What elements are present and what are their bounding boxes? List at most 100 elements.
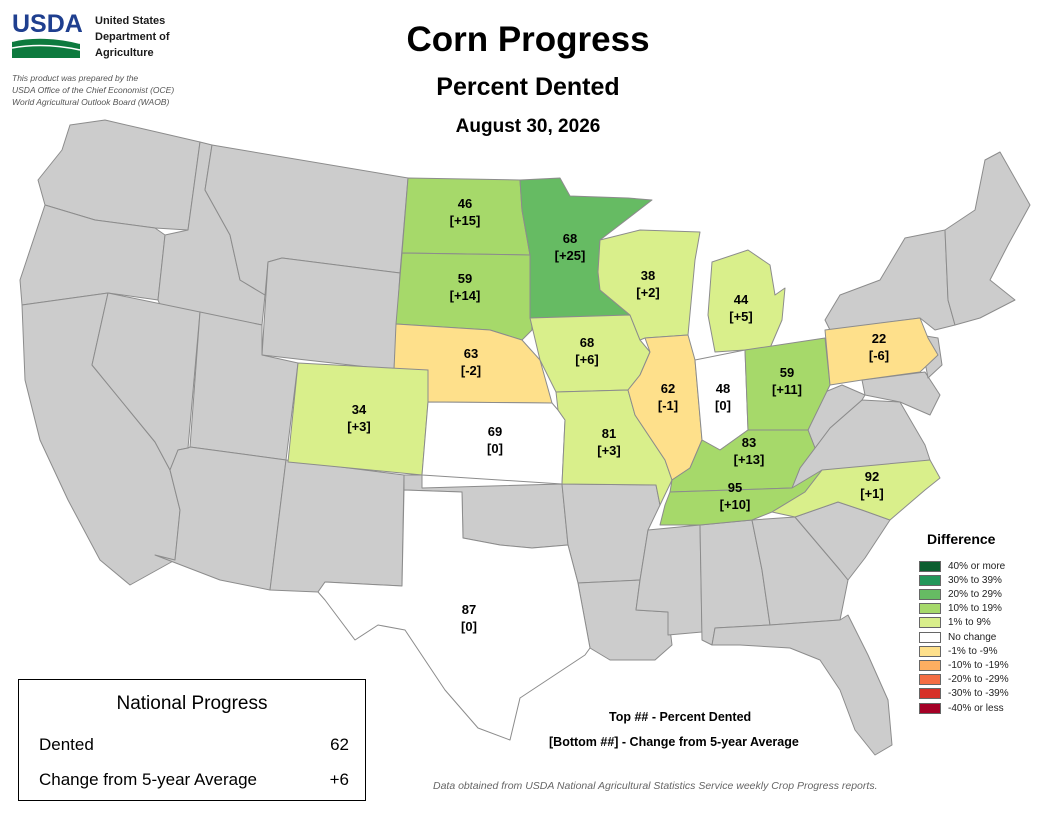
- usda-logo-text: USDA: [12, 10, 82, 38]
- legend-swatch: [919, 574, 941, 586]
- prepared-by-line-3: World Agricultural Outlook Board (WAOB): [12, 97, 170, 107]
- legend-swatch: [919, 674, 941, 686]
- state-value-sd: 59: [458, 271, 472, 286]
- state-change-sd: [+14]: [450, 288, 481, 303]
- state-change-ne: [-2]: [461, 363, 481, 378]
- legend-label: No change: [948, 631, 997, 643]
- legend-swatch: [919, 603, 941, 615]
- national-change-label: Change from 5-year Average: [39, 770, 257, 789]
- legend-swatch: [919, 631, 941, 643]
- state-change-tx: [0]: [461, 619, 477, 634]
- state-value-tn: 95: [728, 480, 742, 495]
- national-dented-value: 62: [330, 735, 349, 754]
- state-change-mn: [+25]: [555, 248, 586, 263]
- agency-line-3: Agriculture: [95, 47, 154, 59]
- legend-swatch: [919, 702, 941, 714]
- legend-item: 40% or more: [919, 559, 1005, 573]
- legend-item: -40% or less: [919, 701, 1004, 715]
- legend-item: -30% to -39%: [919, 687, 1009, 701]
- agency-name: United States Department of Agriculture: [95, 13, 170, 61]
- state-value-pa: 22: [872, 331, 886, 346]
- state-ky: [669, 429, 816, 493]
- legend-swatch: [919, 688, 941, 700]
- national-dented-label: Dented: [39, 735, 94, 754]
- key-top-text: Top ## - Percent Dented: [609, 710, 752, 724]
- usda-logo: USDA: [11, 10, 83, 60]
- prepared-by-line-2: USDA Office of the Chief Economist (OCE): [12, 85, 175, 95]
- state-fl: [711, 614, 893, 756]
- national-progress-title: National Progress: [116, 693, 268, 714]
- state-value-mn: 68: [563, 231, 577, 246]
- state-change-wi: [+2]: [636, 285, 659, 300]
- state-change-ia: [+6]: [575, 352, 598, 367]
- state-value-ky: 83: [742, 435, 756, 450]
- state-value-ia: 68: [580, 335, 594, 350]
- national-dented-row: Dented 62: [39, 735, 349, 755]
- legend-item: 30% to 39%: [919, 573, 1002, 587]
- report-date: August 30, 2026: [455, 116, 601, 137]
- state-change-mi: [+5]: [729, 309, 752, 324]
- state-value-ks: 69: [488, 424, 502, 439]
- state-value-nc: 92: [865, 469, 879, 484]
- state-wy: [261, 257, 401, 371]
- state-new-england: [944, 151, 1031, 326]
- state-change-ky: [+13]: [734, 452, 765, 467]
- legend-swatch: [919, 560, 941, 572]
- state-tx: [317, 489, 591, 741]
- state-value-in: 48: [716, 381, 730, 396]
- reporting-states: [287, 177, 941, 741]
- legend-title: Difference: [927, 531, 996, 547]
- legend-item: 1% to 9%: [919, 616, 991, 630]
- source-note: Data obtained from USDA National Agricul…: [433, 780, 878, 792]
- national-change-row: Change from 5-year Average +6: [39, 770, 349, 790]
- state-value-il: 62: [661, 381, 675, 396]
- state-md: [861, 371, 941, 416]
- state-value-mi: 44: [734, 292, 749, 307]
- legend-label: 10% to 19%: [948, 603, 1002, 615]
- state-change-in: [0]: [715, 398, 731, 413]
- prepared-by-line-1: This product was prepared by the: [12, 73, 139, 83]
- legend-item: -1% to -9%: [919, 644, 997, 658]
- legend-label: -20% to -29%: [948, 674, 1009, 686]
- national-change-value: +6: [329, 770, 349, 789]
- key-bottom-text: [Bottom ##] - Change from 5-year Average: [549, 735, 799, 749]
- state-tn: [659, 469, 823, 526]
- state-value-nd: 46: [458, 196, 472, 211]
- legend-item: -10% to -19%: [919, 658, 1009, 672]
- legend-label: 20% to 29%: [948, 588, 1002, 600]
- legend-label: -1% to -9%: [948, 645, 998, 657]
- agency-line-1: United States: [95, 15, 166, 27]
- legend-swatch: [919, 588, 941, 600]
- prepared-by-note: This product was prepared by the USDA Of…: [12, 72, 174, 108]
- legend-item: 20% to 29%: [919, 587, 1002, 601]
- state-change-tn: [+10]: [720, 497, 751, 512]
- legend-item: -20% to -29%: [919, 673, 1009, 687]
- legend-label: -40% or less: [948, 702, 1004, 714]
- state-change-ks: [0]: [487, 441, 503, 456]
- state-nm: [269, 459, 405, 593]
- state-value-ne: 63: [464, 346, 478, 361]
- map-title: Corn Progress: [406, 20, 650, 59]
- legend-item: No change: [919, 630, 996, 644]
- state-value-mo: 81: [602, 426, 616, 441]
- state-change-co: [+3]: [347, 419, 370, 434]
- state-change-pa: [-6]: [869, 348, 889, 363]
- legend-label: -30% to -39%: [948, 688, 1009, 700]
- state-change-nd: [+15]: [450, 213, 481, 228]
- legend-label: -10% to -19%: [948, 659, 1009, 671]
- state-value-oh: 59: [780, 365, 794, 380]
- non-reporting-states: [19, 119, 1031, 756]
- state-pa: [824, 317, 939, 386]
- state-change-nc: [+1]: [860, 486, 883, 501]
- state-value-tx: 87: [462, 602, 476, 617]
- state-change-il: [-1]: [658, 398, 678, 413]
- agency-line-2: Department of: [95, 31, 170, 43]
- legend-swatch: [919, 617, 941, 629]
- map-subtitle: Percent Dented: [436, 73, 620, 101]
- state-il: [627, 334, 703, 481]
- legend-swatch: [919, 645, 941, 657]
- state-mi: [707, 249, 786, 353]
- state-change-oh: [+11]: [772, 382, 802, 397]
- legend-label: 40% or more: [948, 560, 1006, 572]
